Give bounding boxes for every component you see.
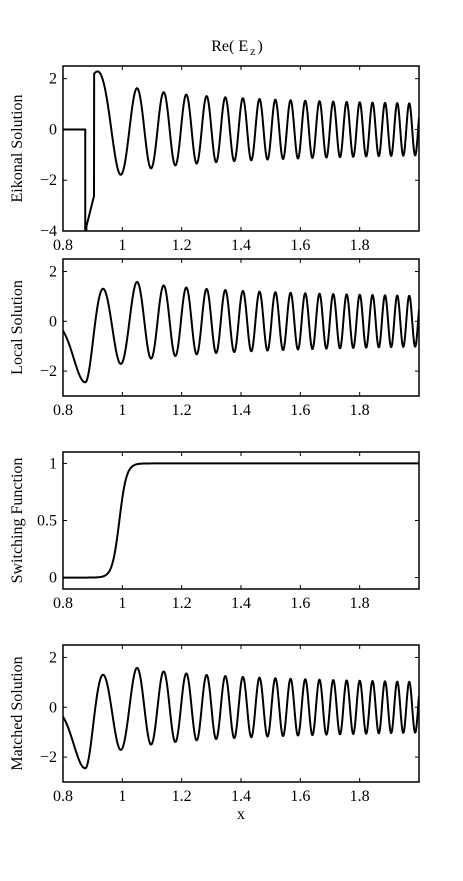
- x-tick-label: 1.6: [290, 237, 310, 254]
- y-tick-label: 0: [49, 570, 57, 587]
- x-axis-label: x: [237, 806, 245, 823]
- y-tick-label: −4: [40, 223, 57, 240]
- y-tick-label: −2: [40, 172, 57, 189]
- x-tick-label: 1: [118, 595, 126, 612]
- x-tick-label: 1.8: [350, 237, 370, 254]
- x-tick-label: 1.6: [290, 595, 310, 612]
- x-tick-label: 1.2: [172, 595, 192, 612]
- axes-frame: [62, 644, 420, 783]
- y-tick-label: 0: [49, 699, 57, 716]
- subplot-2: 0.8 1 1.2 1.4 1.6 1.8 −2 0 2 Local Solution: [9, 258, 420, 419]
- x-tick-label: 1.8: [350, 788, 370, 805]
- x-tick-label: 1: [118, 788, 126, 805]
- x-tick-label: 1.8: [350, 402, 370, 419]
- axes-frame: [62, 65, 420, 232]
- x-tick-label: 1.2: [172, 237, 192, 254]
- x-tick-label: 1: [118, 237, 126, 254]
- subplot-4: 0.8 1 1.2 1.4 1.6 1.8 −2 0 2 Matched Solution x: [9, 644, 420, 823]
- y-tick-label: 1: [49, 455, 57, 472]
- x-tick-label: 1.8: [350, 595, 370, 612]
- x-tick-label: 0.8: [53, 595, 73, 612]
- series-line: [63, 666, 419, 770]
- series-line: [63, 70, 419, 231]
- y-axis-label: Local Solution: [9, 280, 26, 375]
- y-axis-label: Switching Function: [9, 458, 26, 584]
- series-line: [63, 280, 419, 384]
- axes-frame: [62, 258, 420, 397]
- x-tick-label: 0.8: [53, 402, 73, 419]
- subplot-3: 0.8 1 1.2 1.4 1.6 1.8 0 0.5 1 Switching Function: [9, 451, 420, 612]
- x-tick-label: 1.4: [231, 237, 251, 254]
- y-tick-label: 0.5: [37, 513, 57, 530]
- y-tick-label: 2: [49, 649, 57, 666]
- x-tick-label: 1.4: [231, 595, 251, 612]
- x-tick-label: 1.6: [290, 402, 310, 419]
- y-tick-label: −2: [40, 749, 57, 766]
- y-axis-label: Eikonal Solution: [9, 95, 26, 203]
- x-tick-label: 1.4: [231, 402, 251, 419]
- x-tick-label: 1: [118, 402, 126, 419]
- x-tick-label: 1.2: [172, 402, 192, 419]
- y-tick-label: −2: [40, 363, 57, 380]
- x-tick-label: 1.2: [172, 788, 192, 805]
- x-tick-label: 1.6: [290, 788, 310, 805]
- x-tick-label: 1.4: [231, 788, 251, 805]
- y-tick-label: 0: [49, 121, 57, 138]
- y-tick-label: 2: [49, 71, 57, 88]
- subplot-1: 0.8 1 1.2 1.4 1.6 1.8 −4 −2 0 2 Eikonal Solution: [9, 65, 420, 254]
- y-axis-label: Matched Solution: [9, 656, 26, 770]
- series-line: [63, 462, 419, 579]
- axes-frame: [62, 451, 420, 590]
- x-tick-label: 0.8: [53, 237, 73, 254]
- y-tick-label: 2: [49, 263, 57, 280]
- x-tick-label: 0.8: [53, 788, 73, 805]
- y-tick-label: 0: [49, 313, 57, 330]
